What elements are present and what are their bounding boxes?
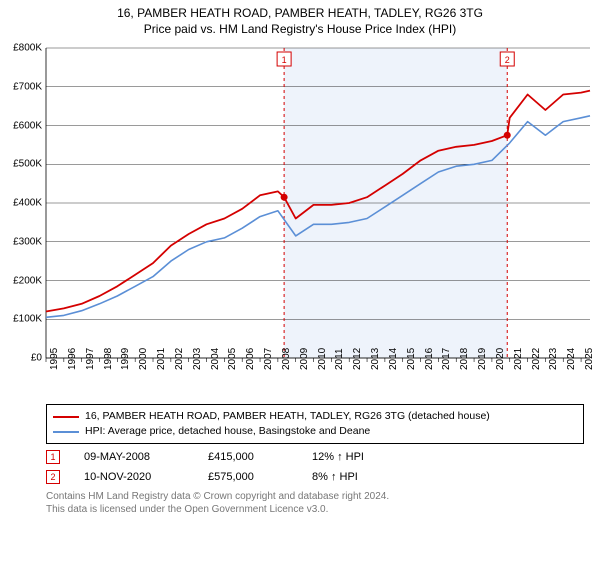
y-axis-label: £800K <box>2 43 42 54</box>
x-axis-label: 1998 <box>103 348 114 370</box>
x-axis-label: 2023 <box>548 348 559 370</box>
y-axis-label: £500K <box>2 159 42 170</box>
event-delta: 12% ↑ HPI <box>312 451 364 463</box>
legend-item: 16, PAMBER HEATH ROAD, PAMBER HEATH, TAD… <box>53 409 577 424</box>
svg-text:1: 1 <box>282 55 287 65</box>
x-axis-label: 2005 <box>227 348 238 370</box>
legend-label: HPI: Average price, detached house, Basi… <box>85 424 370 439</box>
x-axis-label: 2000 <box>138 348 149 370</box>
legend: 16, PAMBER HEATH ROAD, PAMBER HEATH, TAD… <box>46 404 584 444</box>
x-axis-label: 2018 <box>459 348 470 370</box>
footer-line-2: This data is licensed under the Open Gov… <box>46 503 584 516</box>
event-row: 1 09-MAY-2008 £415,000 12% ↑ HPI <box>46 450 584 464</box>
x-axis-label: 2014 <box>388 348 399 370</box>
x-axis-label: 2019 <box>477 348 488 370</box>
legend-label: 16, PAMBER HEATH ROAD, PAMBER HEATH, TAD… <box>85 409 490 424</box>
x-axis-label: 1996 <box>67 348 78 370</box>
line-chart-svg: 12 <box>0 42 600 396</box>
y-axis-label: £700K <box>2 81 42 92</box>
events-table: 1 09-MAY-2008 £415,000 12% ↑ HPI 2 10-NOV-202… <box>46 450 584 484</box>
legend-swatch <box>53 431 79 433</box>
x-axis-label: 2012 <box>352 348 363 370</box>
x-axis-label: 2007 <box>263 348 274 370</box>
chart-container: 16, PAMBER HEATH ROAD, PAMBER HEATH, TAD… <box>0 6 600 566</box>
x-axis-label: 2006 <box>245 348 256 370</box>
event-price: £415,000 <box>208 451 288 463</box>
x-axis-label: 1995 <box>49 348 60 370</box>
event-marker-icon: 2 <box>46 470 60 484</box>
legend-item: HPI: Average price, detached house, Basi… <box>53 424 577 439</box>
event-date: 10-NOV-2020 <box>84 471 184 483</box>
y-axis-label: £0 <box>2 353 42 364</box>
x-axis-label: 1999 <box>120 348 131 370</box>
x-axis-label: 2013 <box>370 348 381 370</box>
y-axis-label: £400K <box>2 198 42 209</box>
x-axis-label: 2015 <box>406 348 417 370</box>
x-axis-label: 2003 <box>192 348 203 370</box>
x-axis-label: 2008 <box>281 348 292 370</box>
x-axis-label: 2016 <box>424 348 435 370</box>
event-row: 2 10-NOV-2020 £575,000 8% ↑ HPI <box>46 470 584 484</box>
x-axis-label: 2017 <box>441 348 452 370</box>
event-date: 09-MAY-2008 <box>84 451 184 463</box>
y-axis-label: £200K <box>2 275 42 286</box>
x-axis-label: 2004 <box>210 348 221 370</box>
x-axis-label: 2025 <box>584 348 595 370</box>
chart-subtitle: Price paid vs. HM Land Registry's House … <box>0 22 600 36</box>
x-axis-label: 2020 <box>495 348 506 370</box>
y-axis-label: £600K <box>2 120 42 131</box>
x-axis-label: 2010 <box>317 348 328 370</box>
x-axis-label: 2011 <box>334 348 345 370</box>
x-axis-label: 2021 <box>513 348 524 370</box>
y-axis-label: £100K <box>2 314 42 325</box>
event-delta: 8% ↑ HPI <box>312 471 358 483</box>
footer-attribution: Contains HM Land Registry data © Crown c… <box>46 490 584 516</box>
y-axis-label: £300K <box>2 236 42 247</box>
x-axis-label: 2022 <box>531 348 542 370</box>
x-axis-label: 2009 <box>299 348 310 370</box>
x-axis-label: 1997 <box>85 348 96 370</box>
event-price: £575,000 <box>208 471 288 483</box>
chart-plot-area: 12 £0£100K£200K£300K£400K£500K£600K£700K… <box>0 42 600 396</box>
legend-swatch <box>53 416 79 418</box>
event-marker-icon: 1 <box>46 450 60 464</box>
svg-text:2: 2 <box>505 55 510 65</box>
x-axis-label: 2024 <box>566 348 577 370</box>
x-axis-label: 2002 <box>174 348 185 370</box>
chart-title: 16, PAMBER HEATH ROAD, PAMBER HEATH, TAD… <box>0 6 600 20</box>
x-axis-label: 2001 <box>156 348 167 370</box>
footer-line-1: Contains HM Land Registry data © Crown c… <box>46 490 584 503</box>
